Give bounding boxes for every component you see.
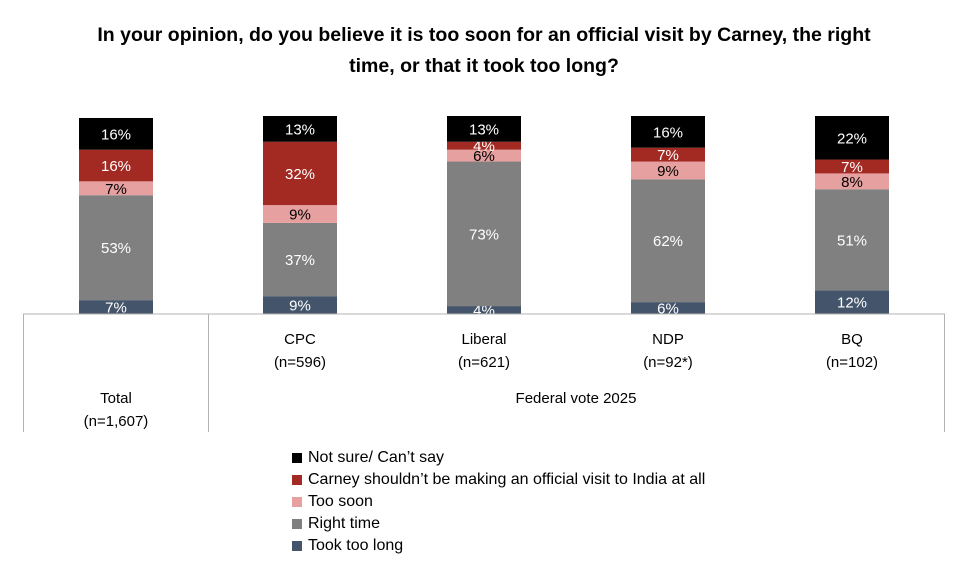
chart-title: In your opinion, do you believe it is to… [97,24,871,77]
stacked-bar-chart: 7%53%7%16%16%9%37%9%32%13%4%73%6%4%13%6%… [23,116,945,432]
data-label-ndp-not-sure-can-t-say: 16% [653,124,683,141]
legend-swatch-took-too-long [292,541,302,551]
data-label-cpc-too-soon: 9% [289,207,311,224]
data-label-bq-carney-shouldn-t-be-maki: 7% [841,159,863,176]
legend-item-not-sure: Not sure/ Can’t say [292,447,705,469]
category-label-total: Total [100,390,132,407]
data-label-cpc-carney-shouldn-t-be-maki: 32% [285,166,315,183]
bar-total-too-soon [79,181,153,196]
bar-liberal-took-too-long [447,306,521,314]
bar-bq-not-sure-can-t-say [815,116,889,160]
bar-liberal-not-sure-can-t-say [447,116,521,142]
category-n-liberal: (n=621) [458,354,510,371]
data-label-cpc-not-sure-can-t-say: 13% [285,121,315,138]
bar-ndp-carney-shouldn-t-be-maki [631,147,705,162]
category-label-cpc: CPC [284,331,316,348]
data-label-bq-not-sure-can-t-say: 22% [837,130,867,147]
bar-liberal-carney-shouldn-t-be-maki [447,141,521,150]
data-label-ndp-right-time: 62% [653,233,683,250]
bar-ndp-took-too-long [631,302,705,314]
data-label-ndp-took-too-long: 6% [657,301,679,318]
category-label-liberal: Liberal [461,331,506,348]
bar-ndp-right-time [631,179,705,303]
category-n-cpc: (n=596) [274,354,326,371]
bar-cpc-right-time [263,222,337,297]
legend-label-not-sure: Not sure/ Can’t say [308,449,445,466]
bar-bq-too-soon [815,173,889,190]
category-n-ndp: (n=92*) [643,354,693,371]
category-label-bq: BQ [841,331,863,348]
data-label-total-right-time: 53% [101,240,131,257]
legend-swatch-right-time [292,519,302,529]
legend-swatch-not-sure [292,453,302,463]
data-label-bq-took-too-long: 12% [837,295,867,312]
data-label-cpc-took-too-long: 9% [289,298,311,315]
data-label-total-took-too-long: 7% [105,300,127,317]
bar-bq-right-time [815,189,889,291]
data-label-liberal-not-sure-can-t-say: 13% [469,121,499,138]
bar-total-took-too-long [79,300,153,314]
legend-label-right-time: Right time [308,515,381,532]
legend-label-no-visit: Carney shouldn’t be making an official v… [308,471,706,488]
bar-cpc-too-soon [263,205,337,223]
bar-cpc-not-sure-can-t-say [263,116,337,142]
bar-ndp-not-sure-can-t-say [631,116,705,148]
legend-label-too-soon: Too soon [308,493,373,510]
data-label-total-not-sure-can-t-say: 16% [101,126,131,143]
data-label-total-carney-shouldn-t-be-maki: 16% [101,158,131,175]
data-label-bq-right-time: 51% [837,232,867,249]
legend-item-too-soon: Too soon [292,491,705,513]
bar-total-carney-shouldn-t-be-maki [79,149,153,182]
category-label-ndp: NDP [652,331,684,348]
legend-swatch-no-visit [292,475,302,485]
legend-item-right-time: Right time [292,513,705,535]
bar-liberal-right-time [447,161,521,307]
legend-swatch-too-soon [292,497,302,507]
bar-liberal-too-soon [447,149,521,162]
legend: Not sure/ Can’t say Carney shouldn’t be … [292,447,705,557]
group-label-federal-vote: Federal vote 2025 [516,390,637,407]
data-label-cpc-right-time: 37% [285,252,315,269]
legend-item-took-too-long: Took too long [292,535,705,557]
data-label-total-too-soon: 7% [105,181,127,198]
data-label-bq-too-soon: 8% [841,174,863,191]
data-label-ndp-too-soon: 9% [657,163,679,180]
data-label-liberal-right-time: 73% [469,226,499,243]
data-label-liberal-took-too-long: 4% [473,303,495,320]
data-label-liberal-carney-shouldn-t-be-maki: 4% [473,138,495,155]
category-n-total: (n=1,607) [84,413,149,430]
legend-item-no-visit: Carney shouldn’t be making an official v… [292,469,705,491]
bar-bq-carney-shouldn-t-be-maki [815,159,889,174]
bar-total-not-sure-can-t-say [79,117,153,150]
bar-ndp-too-soon [631,161,705,180]
bar-cpc-carney-shouldn-t-be-maki [263,141,337,206]
bar-cpc-took-too-long [263,296,337,314]
bar-total-right-time [79,195,153,301]
data-label-liberal-too-soon: 6% [473,148,495,165]
data-label-ndp-carney-shouldn-t-be-maki: 7% [657,147,679,164]
bar-bq-took-too-long [815,290,889,314]
legend-label-took-too-long: Took too long [308,537,404,554]
category-n-bq: (n=102) [826,354,878,371]
